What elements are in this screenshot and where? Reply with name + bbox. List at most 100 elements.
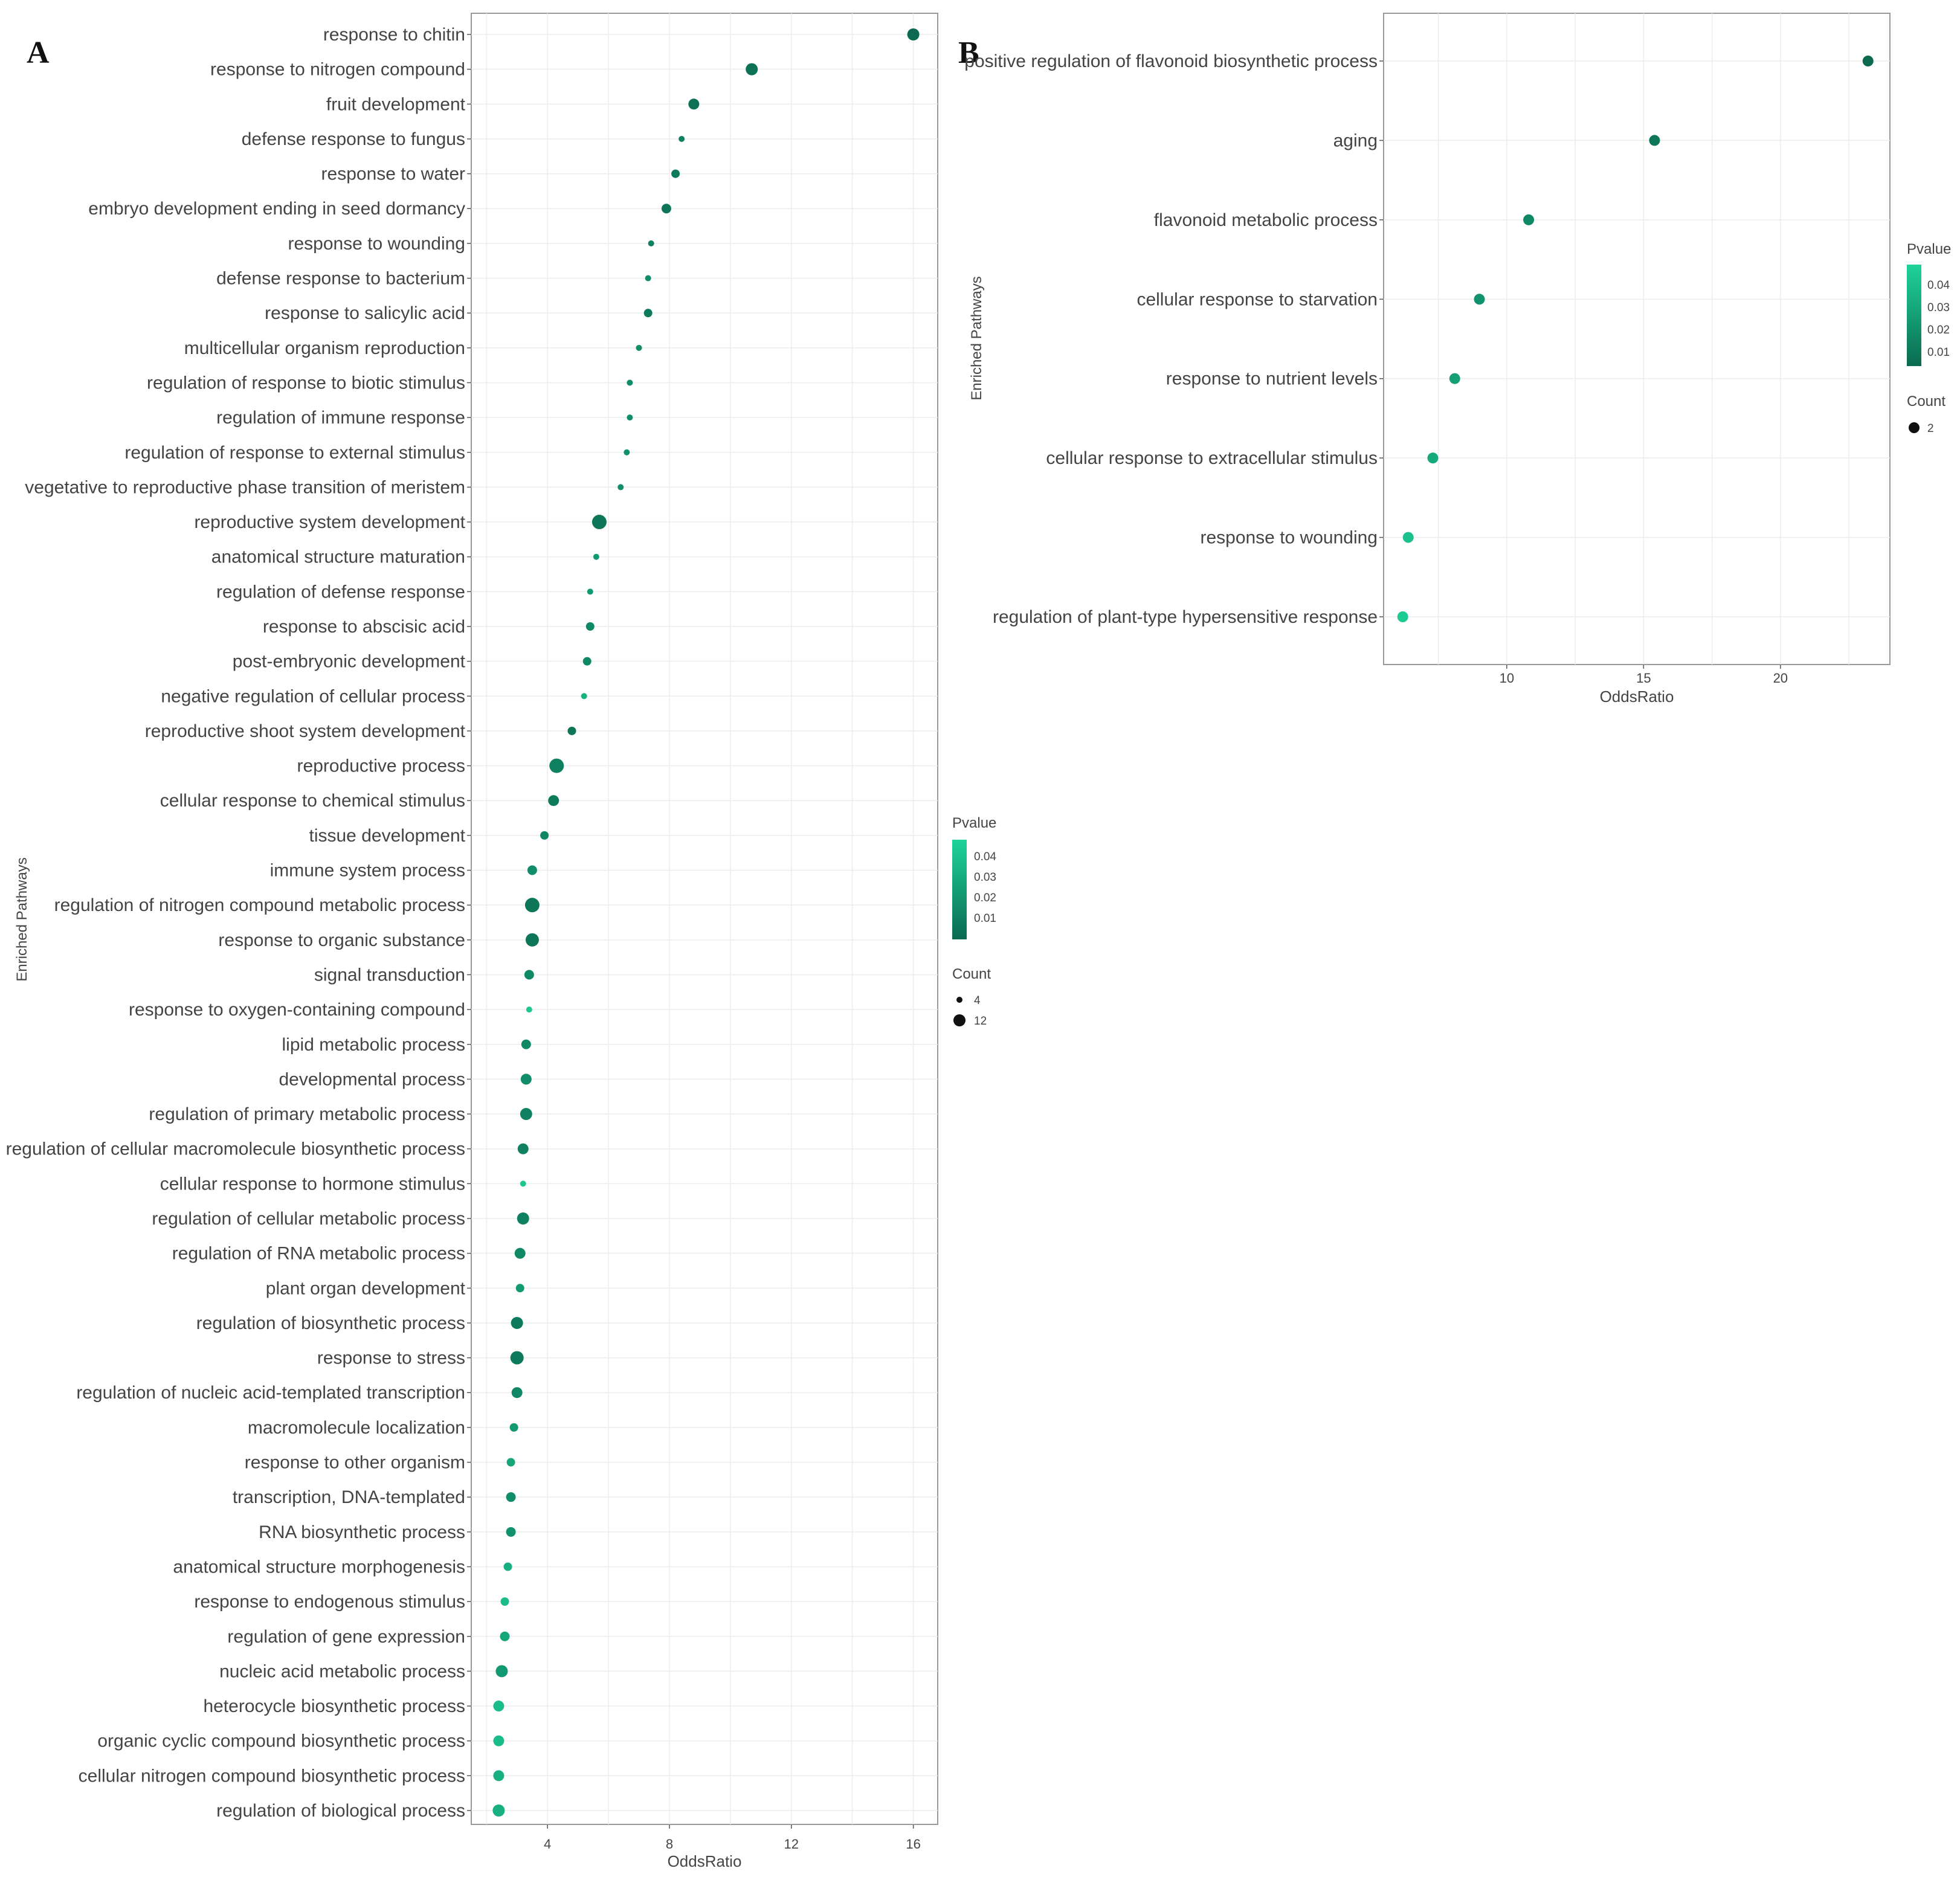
panel-b-x-axis-label: OddsRatio [1600,687,1674,706]
panel-a-x-tick-label: 16 [906,1836,920,1852]
panel-a-category-label: response to water [321,164,465,184]
panel-a-category-label: response to organic substance [218,930,465,950]
panel-b-category-label: positive regulation of flavonoid biosynt… [964,51,1378,71]
panel-a-data-point [585,622,595,631]
panel-a-data-point [514,1247,526,1259]
panel-b-chart: positive regulation of flavonoid biosynt… [964,13,1891,706]
panel-b-count-legend-title: Count [1907,393,1945,410]
panel-b-category-label: aging [1333,130,1378,150]
panel-a-data-point [520,1180,526,1187]
panel-a-data-point [593,553,599,560]
panel-b-data-point [1449,373,1460,384]
panel-b-y-axis-label: Enriched Pathways [969,276,985,400]
panel-a-data-point [627,414,633,421]
panel-b-data-point [1649,135,1660,146]
panel-a-data-point [617,484,624,491]
panel-b-pvalue-tick: 0.02 [1927,324,1950,336]
panel-b-category-label: cellular response to starvation [1136,289,1378,309]
panel-a-data-point [592,515,607,530]
panel-b-grid [1384,13,1890,665]
panel-a-data-point [587,588,593,595]
panel-a-pvalue-tick: 0.04 [974,851,996,863]
panel-b-data-point [1523,214,1535,225]
panel-b-pvalue-legend-title: Pvalue [1907,241,1951,257]
panel-b-category-label: cellular response to extracellular stimu… [1046,448,1378,468]
panel-a-data-point [645,275,651,282]
panel-a-category-label: regulation of biological process [216,1801,465,1821]
panel-a-data-point [495,1665,508,1678]
panel-a-category-label: regulation of nucleic acid-templated tra… [76,1383,465,1403]
panel-b-data-point [1427,452,1439,464]
panel-a-count-label: 4 [974,994,981,1007]
panel-b-category-label: response to wounding [1200,528,1378,548]
panel-a-data-point [746,63,758,76]
panel-a-category-label: anatomical structure morphogenesis [173,1557,465,1577]
panel-a-data-point [627,379,633,386]
panel-a-category-label: regulation of RNA metabolic process [172,1244,465,1264]
panel-a-data-point [527,865,537,875]
panel-a-category-label: response to oxygen-containing compound [129,1000,465,1020]
panel-a-data-point [506,1458,515,1467]
panel-a-y-axis-label: Enriched Pathways [14,857,30,981]
panel-a-legend: Pvalue 0.04 0.03 0.02 0.01 Count 4 12 [952,815,996,1028]
panel-a-category-label: reproductive system development [194,512,465,532]
panel-a-data-point [525,933,539,947]
panel-a-data-point [524,970,534,980]
panel-a-category-label: response to endogenous stimulus [194,1592,465,1612]
panel-a-category-label: heterocycle biosynthetic process [203,1696,465,1716]
panel-a-chart: response to chitin response to nitrogen c… [6,13,938,1870]
panel-a-category-label: defense response to bacterium [216,269,465,289]
panel-label-b: B [958,36,979,70]
panel-a-data-point [500,1597,509,1606]
panel-a-data-point [624,449,630,455]
panel-a-data-point [540,831,549,840]
panel-a-category-label: fruit development [326,94,466,114]
panel-b-points [1397,56,1874,622]
panel-a-category-label: RNA biosynthetic process [259,1522,465,1542]
panel-a-points [492,28,920,1817]
panel-a-data-point [515,1284,524,1293]
panel-a-x-axis-label: OddsRatio [668,1852,742,1870]
panel-a-category-label: negative regulation of cellular process [161,686,465,706]
panel-a-category-label: regulation of defense response [216,582,465,602]
panel-a-data-point [511,1316,523,1329]
panel-a-category-label: plant organ development [266,1278,466,1298]
panel-a-data-point [648,240,654,246]
panel-a-category-label: reproductive process [297,756,465,776]
panel-a-category-label: multicellular organism reproduction [184,338,465,358]
panel-b-pvalue-tick: 0.01 [1927,346,1950,359]
panel-a-data-point [493,1735,505,1746]
panel-a-category-label: lipid metabolic process [282,1035,465,1055]
panel-a-category-label: regulation of immune response [216,408,465,428]
panel-a-category-label: post-embryonic development [233,652,466,672]
panel-a-x-tick-label: 12 [784,1836,799,1852]
panel-a-category-label: regulation of nitrogen compound metaboli… [54,895,465,915]
panel-b-pvalue-tick: 0.03 [1927,301,1950,314]
panel-a-count-key-large [953,1014,965,1026]
panel-a-category-label: macromolecule localization [248,1418,465,1438]
panel-a-pvalue-legend-title: Pvalue [952,815,996,831]
panel-a-data-point [521,1039,531,1049]
panel-a-data-point [500,1631,510,1641]
panel-a-category-label: regulation of response to biotic stimulu… [147,373,465,393]
panel-a-category-label: response to chitin [323,25,465,45]
panel-b-data-point [1474,294,1485,305]
panel-a-category-label: response to other organism [245,1453,465,1473]
panel-a-pvalue-tick: 0.03 [974,871,996,884]
panel-a-data-point [520,1108,532,1121]
panel-b-x-tick-label: 20 [1773,671,1788,686]
panel-a-data-point [643,309,653,318]
panel-b-x-tick-label: 10 [1500,671,1514,686]
panel-a-x-tick-labels: 4 8 12 16 [544,1824,921,1852]
panel-a-data-point [688,98,700,110]
panel-a-data-point [493,1701,505,1712]
panel-a-category-label: reproductive shoot system development [145,721,466,741]
panel-a-pvalue-tick: 0.01 [974,912,996,925]
panel-a-data-point [907,28,920,40]
panel-a-category-label: embryo development ending in seed dorman… [88,199,465,219]
panel-a-data-point [661,204,671,214]
panel-a-data-point [524,898,540,913]
panel-a-data-point [510,1351,524,1365]
panel-a-data-point [636,344,642,351]
